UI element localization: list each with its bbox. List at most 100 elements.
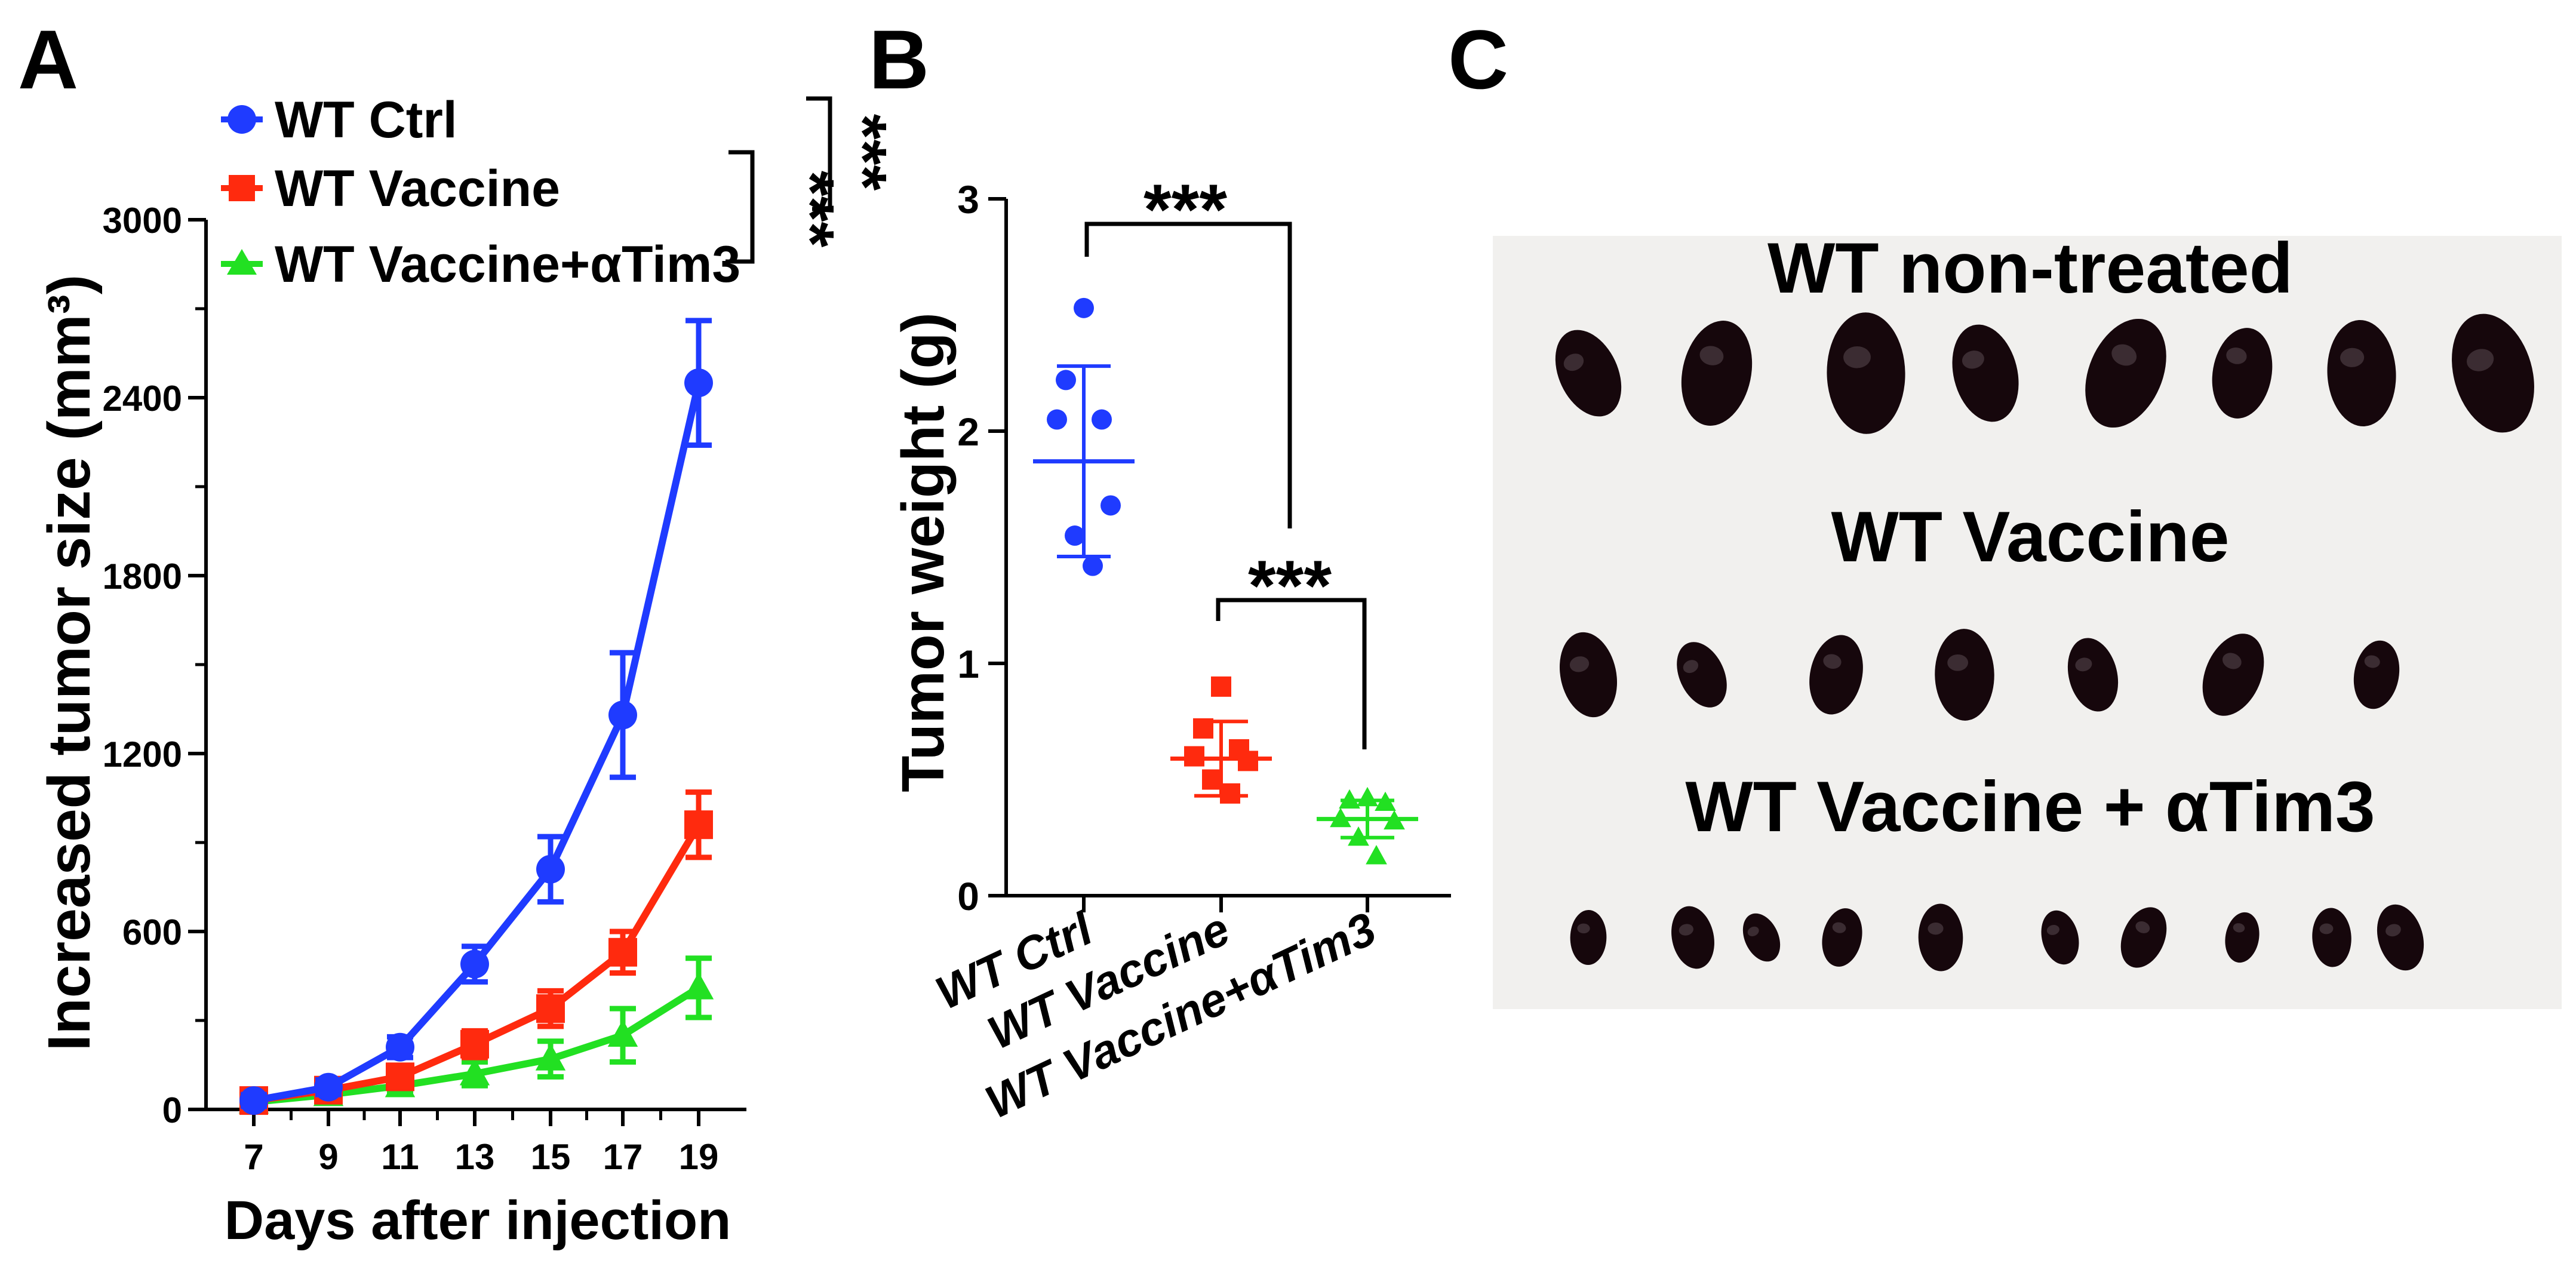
data-point [1193, 718, 1213, 739]
legend-marker-vaccine [229, 175, 255, 201]
x-tick-label: 19 [679, 1137, 719, 1177]
tumor-highlight [2222, 653, 2242, 669]
bracket-vaccine-vs-tim3 [1216, 598, 1367, 749]
y-tick-label: 0 [162, 1090, 182, 1130]
data-point [460, 949, 489, 979]
tumor-specimen [1681, 321, 1753, 426]
tumor-body [1822, 908, 1862, 967]
tumor-body [1952, 324, 2019, 422]
data-point [608, 937, 637, 967]
data-point [683, 972, 714, 1000]
tumor-highlight [1699, 346, 1724, 365]
data-point [536, 994, 565, 1023]
tumor-body [2312, 908, 2351, 967]
panel-label-a: A [18, 13, 78, 106]
legend-marker-ctrl [228, 105, 256, 134]
tumor-specimen [2120, 907, 2167, 968]
data-point [459, 1058, 490, 1086]
tumor-specimen [1827, 312, 1905, 434]
group-0 [1033, 297, 1135, 576]
tumor-specimen [2202, 634, 2264, 716]
data-point [1184, 746, 1204, 767]
data-point [1083, 555, 1103, 576]
line-chart-panel: Increased tumor size (mm³) Days after in… [36, 91, 900, 1251]
significance-inner: *** [774, 171, 847, 248]
data-point [460, 1029, 489, 1059]
data-point [1092, 409, 1112, 430]
legend-label-tim3: WT Vaccine+αTim3 [275, 236, 740, 293]
tumor-specimen [1559, 632, 1618, 718]
tumor-highlight [2340, 348, 2365, 367]
tumor-highlight [2226, 348, 2247, 364]
y-tick-label: 2 [957, 410, 979, 454]
tumor-body [2212, 328, 2273, 419]
bracket-ctrl-vs-vaccine [1084, 222, 1292, 528]
tumor-highlight [1823, 654, 1842, 669]
tumor-specimen [1671, 906, 1714, 969]
data-point [1357, 786, 1378, 807]
tumor-specimen [1935, 629, 1994, 721]
tumor-body [2377, 904, 2424, 971]
significance-ctrl-vs-vaccine: *** [1143, 170, 1227, 250]
x-tick-label: 7 [244, 1137, 263, 1177]
tumor-body [1935, 629, 1994, 721]
x-tick-label: 11 [381, 1137, 419, 1177]
data-point [608, 700, 637, 730]
tumor-highlight [1679, 924, 1693, 936]
photo-row-label-nontreated: WT non-treated [1767, 228, 2293, 308]
tumor-highlight [2046, 925, 2059, 935]
tumor-highlight [2319, 923, 2334, 934]
data-point [386, 1032, 414, 1062]
data-point [1238, 751, 1258, 771]
data-point [239, 1086, 268, 1115]
tumor-specimen [2067, 638, 2119, 712]
tumor-specimen [2377, 904, 2424, 971]
tumor-body [2067, 638, 2119, 712]
tumor-highlight [1832, 922, 1846, 933]
data-point [1330, 807, 1351, 828]
legend-label-ctrl: WT Ctrl [275, 91, 457, 149]
y-tick-label: 2400 [103, 379, 182, 419]
panel-label-b: B [869, 13, 929, 106]
data-point [1348, 826, 1369, 846]
data-point [684, 368, 713, 398]
y-tick-label: 1200 [103, 734, 182, 774]
tumor-body [1677, 642, 1727, 708]
tumor-highlight [1928, 922, 1944, 935]
tumor-body [1570, 910, 1607, 965]
y-axis-label: Tumor weight (g) [890, 312, 957, 792]
data-point [1375, 791, 1396, 811]
data-point [1047, 409, 1067, 430]
tumor-body [2452, 313, 2534, 433]
legend: WT Ctrl WT Vaccine WT Vaccine+αTim3 [221, 91, 740, 293]
tumor-highlight [1747, 926, 1759, 936]
tumor-specimen [1555, 330, 1622, 417]
legend-label-vaccine: WT Vaccine [275, 160, 560, 217]
y-tick-label: 1800 [103, 557, 182, 597]
y-tick-label: 0 [957, 874, 979, 918]
data-point [386, 1062, 414, 1092]
data-point [1056, 370, 1076, 391]
tumor-specimen [1742, 913, 1781, 962]
data-point [607, 1019, 638, 1047]
data-point [536, 854, 565, 884]
tumor-body [2202, 634, 2264, 716]
tumor-body [2353, 640, 2400, 709]
x-tick-label: 9 [318, 1137, 338, 1177]
significance-outer: *** [826, 114, 900, 191]
tumor-specimen [1570, 910, 1607, 965]
tumor-highlight [2111, 344, 2137, 366]
data-point [1384, 810, 1405, 830]
y-axis-label: Increased tumor size (mm³) [36, 275, 103, 1051]
bracket-outer [806, 96, 832, 211]
series-line [253, 382, 702, 1105]
photo-background [1493, 236, 2562, 1009]
tumor-specimen [1677, 642, 1727, 708]
panel-label-c: C [1448, 13, 1508, 106]
data-point [1366, 845, 1387, 865]
tumor-specimen [2212, 328, 2273, 419]
tumor-body [2327, 319, 2396, 427]
tumor-specimen [2327, 319, 2396, 427]
